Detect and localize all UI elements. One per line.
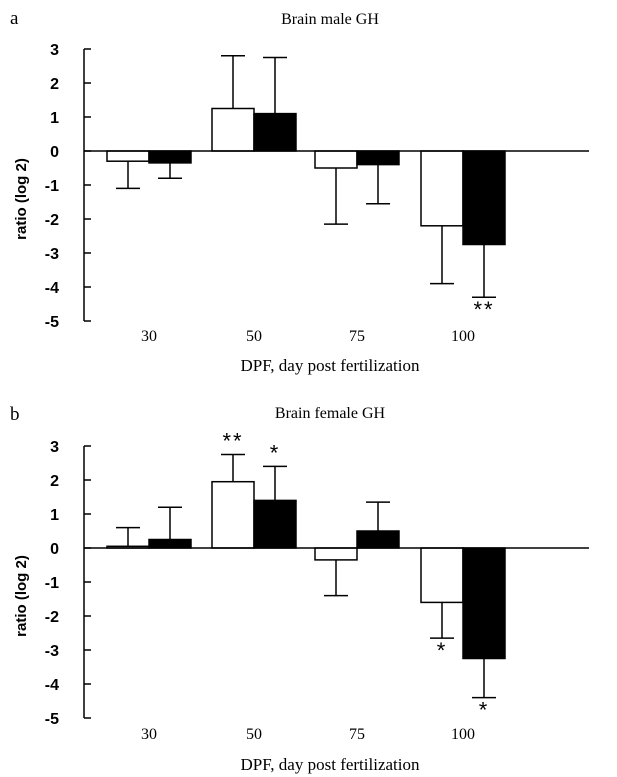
bar bbox=[254, 114, 296, 151]
x-tick-label: 30 bbox=[141, 328, 157, 345]
y-tick-label: -3 bbox=[45, 643, 59, 660]
x-tick-label: 50 bbox=[246, 328, 262, 345]
x-axis-label: DPF, day post fertilization bbox=[240, 755, 420, 774]
y-tick-label: -1 bbox=[45, 178, 59, 195]
x-tick-label: 30 bbox=[141, 726, 157, 743]
y-tick-label: 3 bbox=[50, 439, 59, 456]
x-tick-label: 50 bbox=[246, 726, 262, 743]
y-tick-label: -5 bbox=[45, 314, 59, 331]
x-axis-label: DPF, day post fertilization bbox=[240, 356, 420, 375]
y-tick-label: -1 bbox=[45, 575, 59, 592]
bar bbox=[421, 548, 463, 602]
bar bbox=[149, 540, 191, 549]
chart-title: Brain male GH bbox=[281, 11, 379, 28]
bar bbox=[254, 500, 296, 548]
bar bbox=[107, 151, 149, 161]
bar bbox=[463, 548, 505, 659]
y-tick-label: -4 bbox=[45, 280, 59, 297]
bar bbox=[315, 151, 357, 168]
bar bbox=[463, 151, 505, 245]
bar bbox=[149, 151, 191, 163]
x-tick-label: 100 bbox=[451, 726, 475, 743]
y-tick-label: 3 bbox=[50, 42, 59, 59]
significance-mark: * bbox=[437, 638, 448, 663]
significance-mark: * bbox=[270, 440, 281, 465]
significance-mark: ** bbox=[222, 429, 243, 454]
panel-letter: b bbox=[10, 404, 20, 425]
y-tick-label: -4 bbox=[45, 677, 59, 694]
y-tick-label: -2 bbox=[45, 212, 59, 229]
bar bbox=[212, 482, 254, 548]
bar bbox=[357, 151, 399, 165]
y-tick-label: 2 bbox=[50, 76, 59, 93]
bar bbox=[421, 151, 463, 226]
y-tick-label: 0 bbox=[50, 541, 59, 558]
bar bbox=[315, 548, 357, 560]
y-tick-label: -2 bbox=[45, 609, 59, 626]
y-tick-label: 1 bbox=[50, 110, 59, 127]
x-tick-label: 75 bbox=[349, 726, 365, 743]
y-tick-label: -5 bbox=[45, 711, 59, 728]
x-tick-label: 75 bbox=[349, 328, 365, 345]
x-tick-label: 100 bbox=[451, 328, 475, 345]
y-tick-label: 2 bbox=[50, 473, 59, 490]
y-tick-label: 1 bbox=[50, 507, 59, 524]
bar bbox=[212, 109, 254, 152]
significance-mark: * bbox=[479, 698, 490, 723]
bar bbox=[357, 531, 399, 548]
y-tick-label: -3 bbox=[45, 246, 59, 263]
y-tick-label: 0 bbox=[50, 144, 59, 161]
y-axis-label: ratio (log 2) bbox=[13, 158, 30, 240]
significance-mark: ** bbox=[473, 297, 494, 322]
y-axis-label: ratio (log 2) bbox=[13, 555, 30, 637]
panel-letter: a bbox=[10, 8, 19, 29]
chart-title: Brain female GH bbox=[275, 405, 386, 422]
